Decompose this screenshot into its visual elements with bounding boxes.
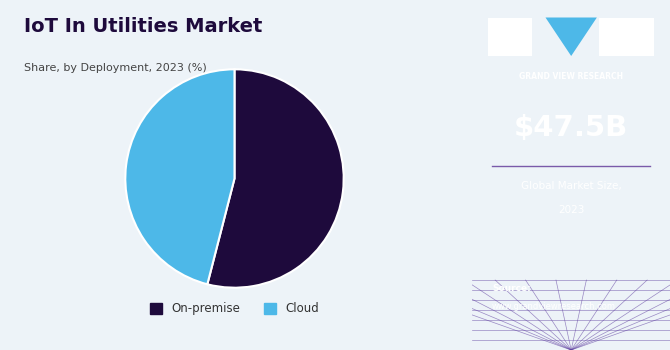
Bar [488, 18, 532, 56]
Text: Global Market Size,: Global Market Size, [521, 181, 622, 190]
Polygon shape [545, 18, 597, 56]
Bar [599, 18, 654, 56]
Wedge shape [125, 69, 234, 284]
Text: Share, by Deployment, 2023 (%): Share, by Deployment, 2023 (%) [23, 63, 206, 73]
Text: Source:: Source: [492, 284, 531, 293]
Text: IoT In Utilities Market: IoT In Utilities Market [23, 18, 262, 36]
Text: 2023: 2023 [558, 205, 584, 215]
Wedge shape [207, 69, 344, 288]
Text: GRAND VIEW RESEARCH: GRAND VIEW RESEARCH [519, 72, 623, 81]
Legend: On-premise, Cloud: On-premise, Cloud [145, 298, 324, 320]
Text: $47.5B: $47.5B [514, 114, 628, 142]
Text: www.grandviewresearch.com: www.grandviewresearch.com [492, 302, 616, 311]
